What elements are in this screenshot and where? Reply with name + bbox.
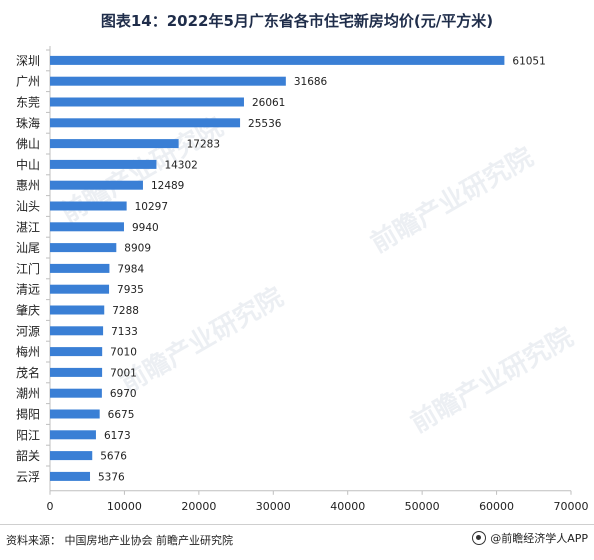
data-label: 61051 <box>512 55 545 67</box>
bar <box>50 139 179 149</box>
data-label: 7001 <box>110 367 137 379</box>
data-label: 5676 <box>100 451 127 463</box>
bar <box>50 347 103 357</box>
data-label: 10297 <box>135 201 168 213</box>
category-label: 云浮 <box>16 470 40 484</box>
data-label: 6173 <box>104 430 131 442</box>
bar <box>50 118 241 128</box>
bar <box>50 180 143 190</box>
bar <box>50 409 100 419</box>
bar <box>50 388 102 398</box>
data-label: 6970 <box>110 388 137 400</box>
data-label: 6675 <box>108 409 135 421</box>
category-label: 潮州 <box>16 386 40 401</box>
bar <box>50 263 110 273</box>
bar <box>50 222 124 232</box>
category-label: 肇庆 <box>16 303 40 318</box>
category-label: 清远 <box>16 283 40 297</box>
data-label: 7010 <box>110 347 137 359</box>
bar <box>50 159 157 169</box>
bar <box>50 201 127 211</box>
category-label: 广州 <box>16 75 40 89</box>
x-tick-label: 0 <box>47 500 54 513</box>
data-label: 7133 <box>111 326 138 338</box>
category-label: 中山 <box>16 157 40 172</box>
x-tick-label: 40000 <box>330 500 365 513</box>
category-label: 汕尾 <box>16 241 40 255</box>
data-label: 31686 <box>294 76 328 88</box>
category-label: 揭阳 <box>16 407 40 422</box>
brand-text: @前瞻经济学人APP <box>490 532 588 545</box>
bar <box>50 243 117 253</box>
category-label: 东莞 <box>16 96 40 110</box>
brand-credit: @前瞻经济学人APP <box>472 530 588 546</box>
footer-divider <box>0 524 594 525</box>
bar <box>50 55 505 65</box>
bar <box>50 471 91 481</box>
data-label: 26061 <box>252 97 285 109</box>
category-label: 阳江 <box>16 428 40 442</box>
category-label: 梅州 <box>16 344 40 359</box>
data-label: 7935 <box>117 284 144 296</box>
bar <box>50 305 105 315</box>
x-tick-label: 20000 <box>181 500 216 513</box>
x-tick-label: 10000 <box>107 500 142 513</box>
bar <box>50 326 104 336</box>
source-note: 资料来源： 中国房地产业协会 前瞻产业研究院 <box>6 534 233 547</box>
bar <box>50 76 286 86</box>
data-label: 5376 <box>98 471 125 483</box>
data-label: 25536 <box>248 118 282 130</box>
category-label: 深圳 <box>16 54 40 68</box>
category-label: 茂名 <box>16 365 40 380</box>
x-tick-label: 70000 <box>554 500 589 513</box>
data-label: 17283 <box>187 139 220 151</box>
x-tick-label: 30000 <box>256 500 291 513</box>
category-label: 惠州 <box>16 179 40 193</box>
bar <box>50 430 96 440</box>
x-tick-label: 60000 <box>479 500 514 513</box>
bar <box>50 97 244 107</box>
category-label: 湛江 <box>16 220 40 234</box>
bar <box>50 367 103 377</box>
brand-logo-icon <box>472 531 487 545</box>
data-label: 14302 <box>164 159 197 171</box>
category-label: 江门 <box>16 261 40 276</box>
data-label: 8909 <box>124 243 151 255</box>
bar <box>50 284 110 294</box>
bar <box>50 451 93 461</box>
data-label: 7984 <box>117 263 144 275</box>
x-tick-label: 50000 <box>405 500 440 513</box>
category-label: 韶关 <box>16 448 40 463</box>
data-label: 7288 <box>112 305 139 317</box>
category-label: 佛山 <box>16 137 40 151</box>
data-label: 9940 <box>132 222 159 234</box>
bar-chart: 0 10000 20000 30000 40000 50000 60000 70000 深圳 61… <box>16 46 589 513</box>
category-label: 珠海 <box>16 115 40 130</box>
category-label: 河源 <box>16 324 40 338</box>
chart-title: 图表14：2022年5月广东省各市住宅新房均价(元/平方米) <box>100 12 494 30</box>
category-label: 汕头 <box>16 200 40 214</box>
data-label: 12489 <box>151 180 184 192</box>
